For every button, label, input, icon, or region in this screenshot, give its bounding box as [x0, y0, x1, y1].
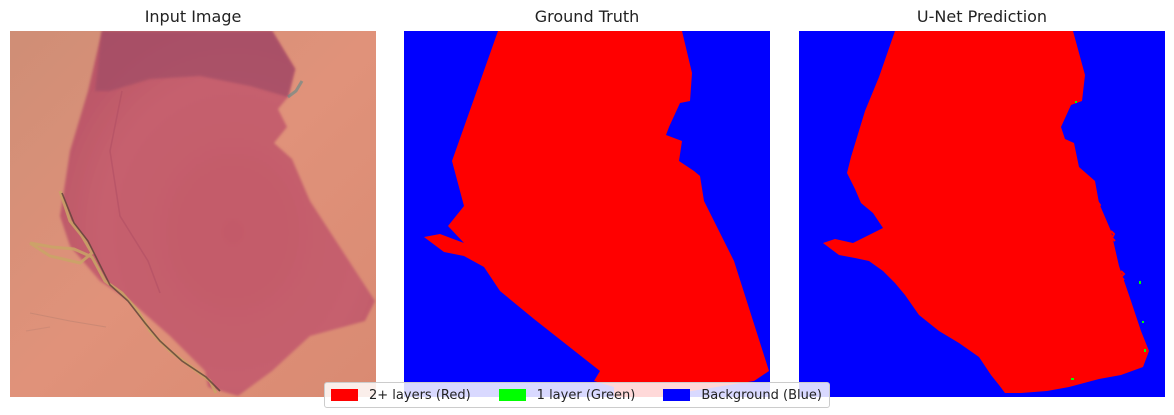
flake-region — [60, 31, 375, 396]
multilayer-region — [424, 31, 769, 397]
prediction-mask — [799, 31, 1165, 397]
legend-label: 1 layer (Green) — [536, 387, 636, 403]
input-image-title: Input Image — [144, 7, 242, 26]
legend: 2+ layers (Red) 1 layer (Green) Backgrou… — [324, 382, 830, 408]
multilayer-region — [823, 31, 1149, 393]
ground-truth-mask — [404, 31, 770, 397]
single-layer-speckle — [1144, 349, 1146, 352]
single-layer-speckle — [1075, 101, 1077, 103]
legend-item-background: Background (Blue) — [663, 388, 822, 403]
single-layer-speckle — [1071, 378, 1074, 380]
legend-label: Background (Blue) — [701, 387, 822, 403]
ground-truth-title: Ground Truth — [534, 7, 640, 26]
green-swatch — [498, 389, 526, 401]
input-image — [10, 31, 376, 397]
single-layer-speckle — [1139, 281, 1141, 284]
legend-label: 2+ layers (Red) — [369, 387, 471, 403]
single-layer-speckle — [1142, 321, 1144, 323]
legend-item-multilayer: 2+ layers (Red) — [331, 388, 471, 403]
blue-swatch — [663, 389, 691, 401]
red-swatch — [331, 389, 358, 401]
legend-item-single-layer: 1 layer (Green) — [498, 387, 636, 403]
prediction-title: U-Net Prediction — [916, 7, 1048, 26]
